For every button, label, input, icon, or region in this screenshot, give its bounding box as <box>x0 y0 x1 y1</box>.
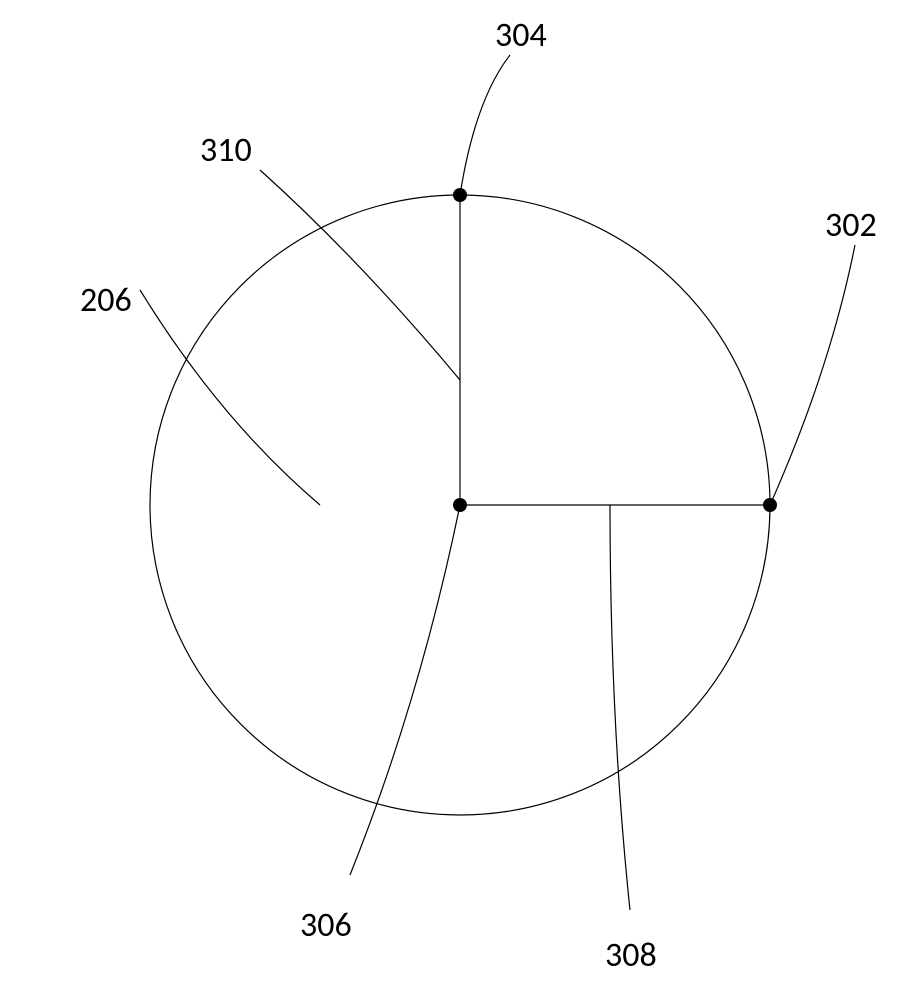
label-304: 304 <box>495 15 547 56</box>
point-center <box>453 498 467 512</box>
label-310: 310 <box>200 130 252 171</box>
leader-306 <box>350 505 460 875</box>
schematic-diagram <box>0 0 924 1000</box>
leader-302 <box>770 245 855 505</box>
leader-310 <box>260 170 460 380</box>
leader-304 <box>460 55 510 195</box>
leader-308 <box>610 505 630 910</box>
label-306: 306 <box>300 905 352 946</box>
point-right <box>763 498 777 512</box>
label-302: 302 <box>825 205 877 246</box>
leader-206 <box>140 290 320 505</box>
label-206: 206 <box>80 280 132 321</box>
point-top <box>453 188 467 202</box>
label-308: 308 <box>605 935 657 976</box>
